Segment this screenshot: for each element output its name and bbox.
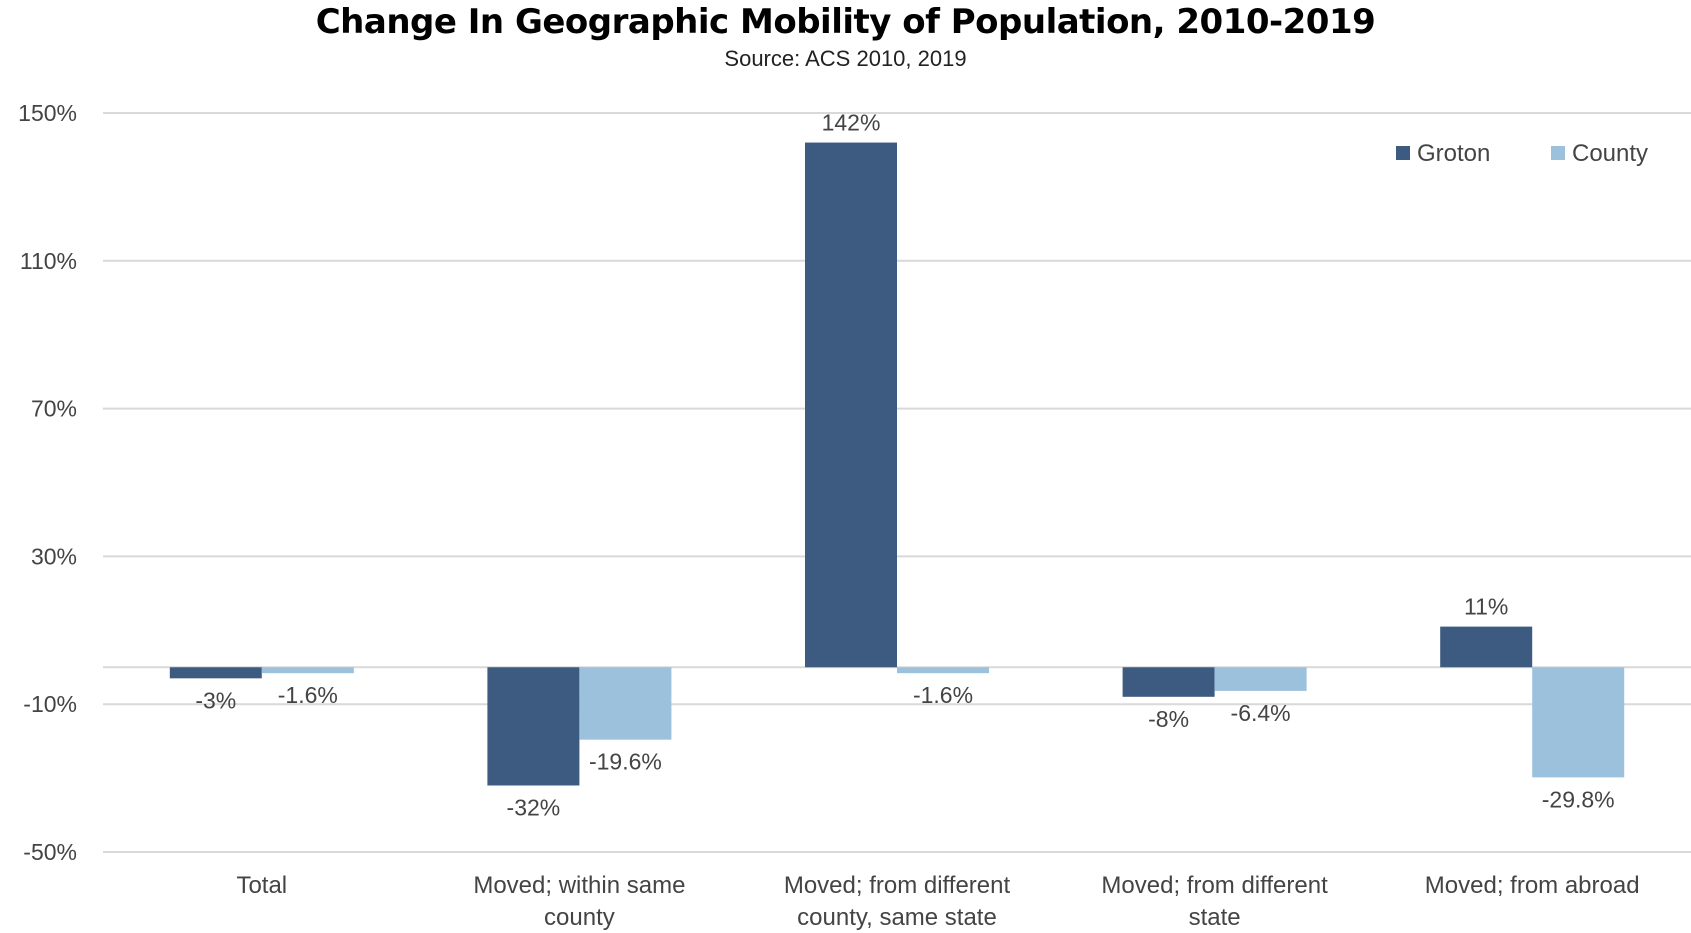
legend-label-county: County (1572, 140, 1648, 167)
category-label: Moved; from abroad (1425, 872, 1640, 899)
data-label-groton: -32% (507, 794, 561, 820)
y-tick-label: 110% (20, 248, 77, 274)
bar-groton (487, 667, 580, 786)
category-label: Total (236, 872, 287, 899)
category-label: Moved; within same (473, 872, 685, 899)
bar-county (1532, 667, 1625, 778)
y-tick-label: -50% (23, 839, 77, 865)
chart-title: Change In Geographic Mobility of Populat… (315, 2, 1376, 42)
data-label-county: -1.6% (278, 682, 338, 708)
data-label-groton: 142% (822, 110, 881, 136)
data-label-county: -1.6% (913, 682, 973, 708)
category-label: Moved; from different (784, 872, 1011, 899)
bars (169, 142, 1625, 786)
y-tick-label: 70% (31, 396, 77, 422)
y-tick-label: 30% (31, 543, 77, 569)
bar-groton (1440, 626, 1533, 668)
bar-groton (1122, 667, 1215, 697)
bar-county (897, 667, 989, 674)
data-label-groton: -3% (195, 687, 236, 713)
bar-county (1214, 667, 1307, 691)
y-tick-label: -10% (23, 691, 77, 717)
legend: Groton County (1396, 140, 1648, 167)
category-label: Moved; from different (1101, 872, 1328, 899)
category-label: county (544, 904, 615, 931)
data-label-county: -29.8% (1542, 786, 1615, 812)
category-label: state (1189, 904, 1241, 931)
legend-label-groton: Groton (1417, 140, 1490, 167)
data-label-groton: 11% (1464, 594, 1508, 620)
category-label: county, same state (797, 904, 997, 931)
bar-county (579, 667, 672, 740)
data-label-county: -6.4% (1231, 700, 1291, 726)
y-axis-tick-labels: 150% 110% 70% 30% -10% -50% (18, 100, 77, 865)
data-label-groton: -8% (1148, 706, 1189, 732)
y-tick-label: 150% (18, 100, 77, 126)
legend-swatch-groton (1396, 146, 1410, 160)
data-label-county: -19.6% (589, 749, 662, 775)
bar-groton (805, 142, 897, 668)
legend-swatch-county (1551, 146, 1565, 160)
x-axis-category-labels: Total Moved; within same county Moved; from… (236, 872, 1639, 931)
bar-county (261, 667, 354, 674)
data-labels: -3% -1.6% -32% -19.6% 142% -1.6% -8% -6.4% 11% -2… (195, 110, 1614, 821)
bar-groton (169, 667, 262, 679)
chart-subtitle: Source: ACS 2010, 2019 (724, 46, 967, 71)
